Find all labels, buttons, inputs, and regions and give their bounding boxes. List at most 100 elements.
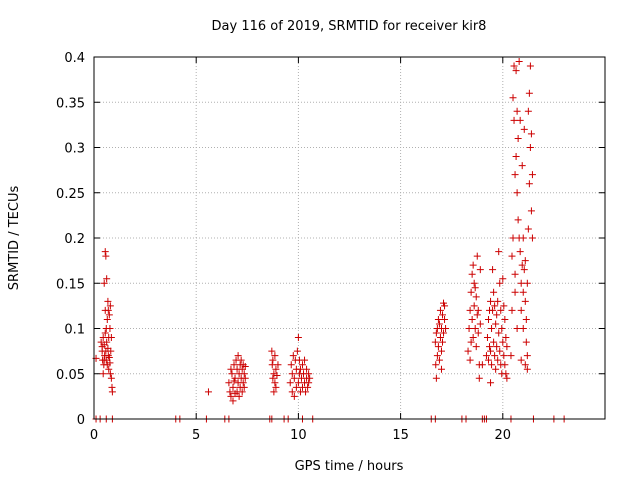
data-point: [472, 343, 480, 351]
x-tick-label: 5: [192, 428, 200, 443]
y-tick-label: 0: [77, 413, 85, 428]
data-point: [478, 361, 486, 369]
data-point: [204, 388, 212, 396]
data-point: [466, 306, 474, 314]
data-point: [470, 302, 478, 310]
data-point: [527, 130, 535, 138]
data-point: [484, 356, 492, 364]
data-point: [303, 365, 311, 373]
data-point: [238, 388, 246, 396]
data-point: [229, 397, 237, 405]
data-point: [503, 343, 511, 351]
data-point: [306, 374, 314, 382]
data-point: [519, 325, 527, 332]
data-point: [490, 338, 498, 346]
data-point: [521, 297, 529, 305]
data-point: [301, 356, 309, 364]
data-point: [496, 279, 504, 287]
data-point: [436, 334, 444, 342]
data-point: [107, 334, 115, 342]
data-point: [437, 347, 445, 355]
data-point: [490, 288, 498, 296]
data-point: [293, 347, 301, 355]
data-point: [502, 334, 510, 342]
data-point: [508, 306, 516, 314]
data-point: [104, 352, 112, 360]
data-point: [465, 325, 473, 332]
data-point: [488, 325, 496, 332]
data-point: [103, 315, 111, 323]
data-point: [496, 347, 504, 355]
data-point: [289, 352, 297, 360]
data-point: [296, 365, 304, 373]
data-point: [227, 365, 235, 373]
data-point: [439, 311, 447, 319]
data-point: [473, 252, 481, 260]
data-point: [468, 315, 476, 323]
data-point: [517, 279, 525, 287]
data-point: [469, 334, 477, 342]
y-tick-label: 0.15: [56, 277, 85, 292]
data-point: [519, 234, 527, 242]
data-point: [522, 315, 530, 323]
data-point: [237, 356, 245, 364]
data-point: [484, 315, 492, 323]
data-point: [511, 288, 519, 296]
data-point: [466, 356, 474, 364]
data-point: [439, 338, 447, 346]
data-point: [435, 320, 443, 328]
data-point: [273, 372, 281, 380]
x-tick-label: 10: [290, 428, 307, 443]
data-point: [487, 379, 495, 387]
data-point: [229, 383, 237, 391]
data-point: [441, 302, 449, 310]
data-point: [518, 261, 526, 269]
data-point: [475, 374, 483, 382]
data-point: [476, 266, 484, 274]
y-tick-label: 0.3: [64, 142, 85, 157]
data-point: [437, 365, 445, 373]
data-point: [270, 370, 278, 378]
data-point: [500, 352, 508, 360]
plot-frame: [93, 56, 606, 420]
y-tick-label: 0.35: [56, 96, 85, 111]
data-point: [501, 361, 509, 369]
data-point: [271, 379, 279, 387]
data-point: [469, 261, 477, 269]
data-point: [508, 252, 516, 260]
data-point: [241, 363, 249, 371]
data-point: [489, 266, 497, 274]
data-point: [495, 329, 503, 337]
data-point: [501, 315, 509, 323]
data-point: [234, 352, 242, 360]
data-points: [92, 58, 568, 423]
data-point: [105, 353, 113, 361]
data-point: [241, 374, 249, 382]
data-point: [434, 315, 442, 323]
data-point: [305, 379, 313, 387]
data-point: [516, 248, 524, 256]
data-point: [274, 361, 282, 369]
data-point: [294, 379, 302, 387]
data-point: [432, 374, 440, 382]
data-point: [294, 334, 302, 342]
data-point: [488, 361, 496, 369]
y-tick-label: 0.25: [56, 187, 85, 202]
data-point: [107, 347, 115, 355]
data-point: [240, 370, 248, 378]
data-point: [473, 311, 481, 319]
data-point: [474, 329, 482, 337]
data-point: [486, 343, 494, 351]
data-point: [298, 361, 306, 369]
data-point: [431, 338, 439, 346]
x-tick-label: 20: [495, 428, 512, 443]
data-point: [290, 392, 298, 400]
data-point: [525, 89, 533, 97]
data-point: [464, 347, 472, 355]
data-point: [524, 225, 532, 233]
data-point: [523, 365, 531, 373]
data-point: [524, 107, 532, 115]
data-point: [239, 379, 247, 387]
x-axis-title: GPS time / hours: [295, 459, 404, 474]
data-point: [489, 306, 497, 314]
